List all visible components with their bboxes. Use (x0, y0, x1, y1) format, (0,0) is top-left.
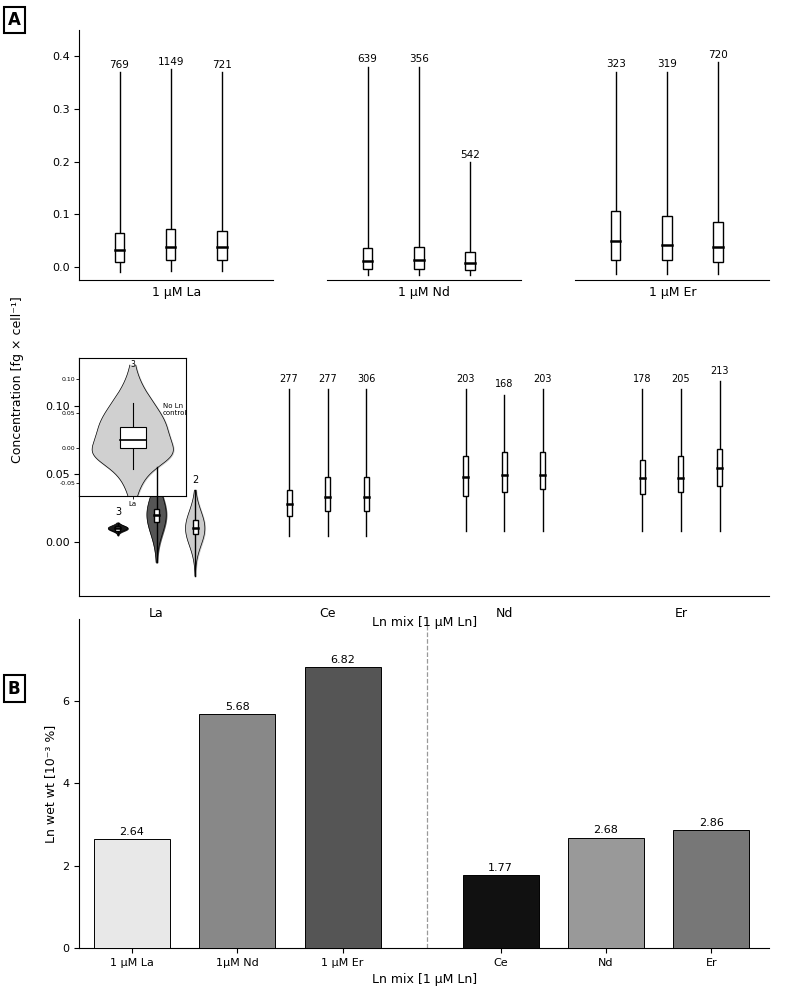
Text: 2.86: 2.86 (699, 818, 724, 828)
Text: Nd: Nd (496, 607, 513, 621)
Text: 205: 205 (672, 374, 690, 384)
Text: 6.82: 6.82 (330, 655, 355, 665)
Bar (217, 232, 227, 260)
Text: 1149: 1149 (158, 57, 184, 67)
Text: 323: 323 (606, 60, 626, 70)
Bar (305, 668, 381, 948)
Bar (611, 211, 620, 259)
Text: 2.64: 2.64 (120, 827, 144, 837)
Bar (94, 839, 170, 948)
Text: 203: 203 (534, 374, 552, 384)
Bar (414, 247, 423, 268)
Bar (364, 477, 369, 511)
Text: 319: 319 (657, 60, 676, 70)
Text: Er: Er (674, 607, 688, 621)
Text: 1.77: 1.77 (488, 862, 513, 873)
Bar (199, 715, 275, 948)
Bar (465, 252, 475, 270)
Bar (673, 830, 749, 948)
Bar (154, 509, 159, 522)
X-axis label: 1 μM Er: 1 μM Er (649, 285, 696, 298)
Text: 2: 2 (153, 452, 159, 462)
Text: La: La (149, 607, 164, 621)
Bar (325, 477, 330, 511)
Bar (713, 222, 722, 261)
X-axis label: Ln mix [1 μM Ln]: Ln mix [1 μM Ln] (372, 973, 477, 986)
Bar (193, 520, 197, 534)
X-axis label: 1 μM Nd: 1 μM Nd (398, 285, 450, 298)
Text: 277: 277 (280, 374, 298, 384)
Bar (568, 837, 644, 948)
Text: 3: 3 (115, 507, 121, 517)
Text: Concentration [fg × cell⁻¹]: Concentration [fg × cell⁻¹] (11, 295, 24, 463)
Text: 769: 769 (109, 60, 129, 70)
Bar (640, 460, 645, 494)
X-axis label: Ln mix [1 μM Ln]: Ln mix [1 μM Ln] (372, 616, 477, 629)
X-axis label: 1 μM La: 1 μM La (151, 285, 201, 298)
Text: 639: 639 (358, 55, 377, 65)
Text: 356: 356 (409, 55, 429, 65)
Bar (463, 456, 468, 496)
Bar (662, 216, 672, 260)
Text: 178: 178 (633, 374, 652, 384)
Bar (286, 490, 292, 516)
Bar (116, 526, 121, 531)
Text: 542: 542 (460, 150, 480, 160)
Text: 720: 720 (708, 50, 728, 60)
Text: Ce: Ce (320, 607, 336, 621)
Text: 168: 168 (495, 379, 514, 389)
Text: 2.68: 2.68 (593, 825, 619, 835)
Text: 213: 213 (711, 366, 729, 376)
Bar (679, 456, 684, 492)
Text: 2: 2 (192, 475, 198, 485)
Text: A: A (8, 11, 21, 29)
Bar (115, 233, 125, 261)
Text: 721: 721 (212, 60, 232, 70)
Bar (166, 229, 175, 260)
Bar (502, 452, 507, 492)
Text: 5.68: 5.68 (225, 702, 250, 712)
Bar (462, 875, 538, 948)
Text: B: B (8, 680, 21, 698)
Bar (541, 452, 546, 489)
Bar (717, 449, 722, 486)
Bar (363, 249, 373, 269)
Text: 277: 277 (318, 374, 337, 384)
Text: 306: 306 (357, 374, 376, 384)
Y-axis label: Ln wet wt [10⁻³ %]: Ln wet wt [10⁻³ %] (44, 725, 57, 842)
Text: 203: 203 (457, 374, 475, 384)
